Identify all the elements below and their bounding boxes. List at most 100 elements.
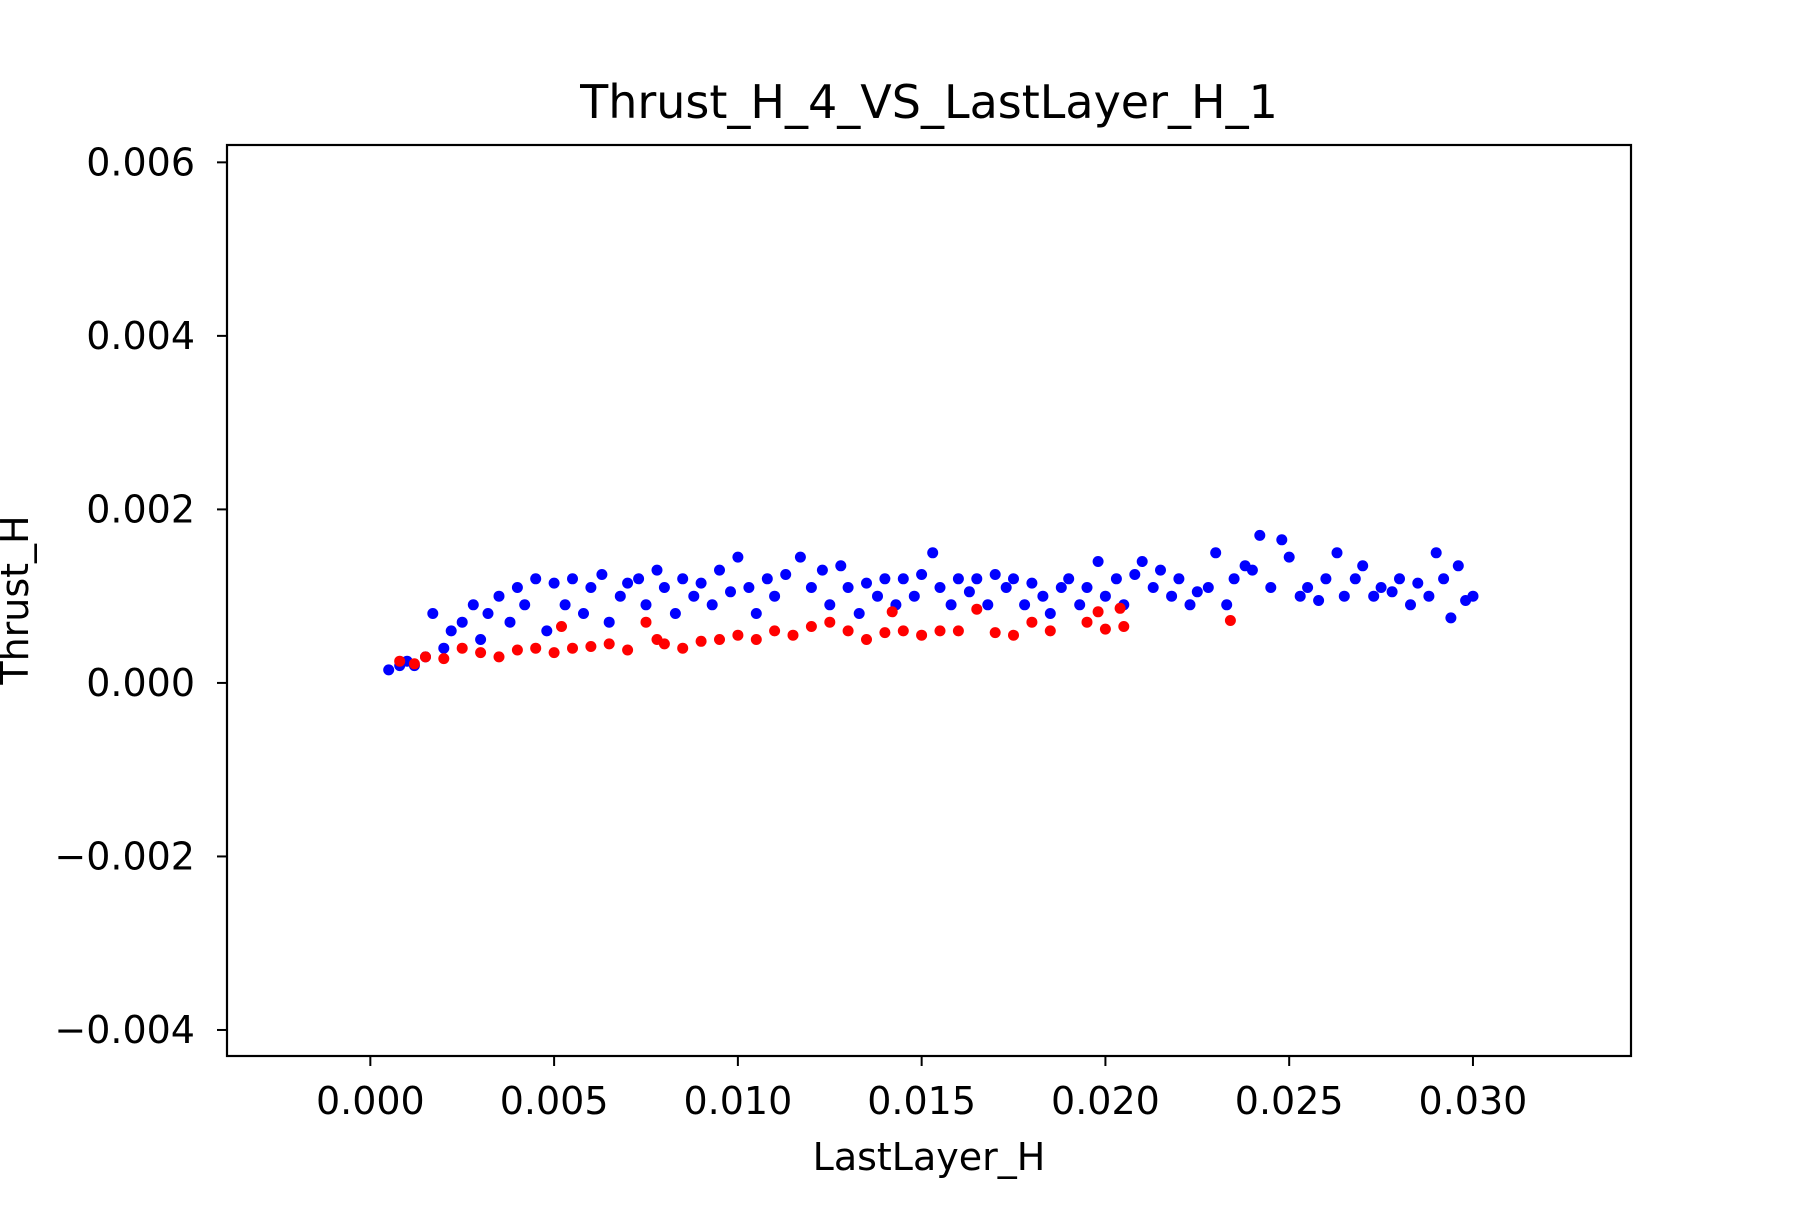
series-1-point-50 — [842, 582, 854, 593]
series-1-point-25 — [603, 616, 615, 628]
series-2-point-5 — [456, 642, 468, 654]
series-1-point-29 — [640, 599, 652, 611]
series-1-point-82 — [1136, 556, 1148, 567]
plot-frame — [225, 143, 1633, 1058]
series-2-point-36 — [971, 603, 983, 615]
series-2-point-34 — [934, 625, 946, 637]
series-1-point-34 — [688, 590, 700, 602]
x-tick-label: 0.010 — [683, 1079, 792, 1123]
series-2-point-14 — [603, 638, 615, 650]
series-1-point-46 — [805, 582, 817, 593]
series-1-point-52 — [861, 577, 872, 589]
series-1-point-19 — [548, 577, 560, 589]
y-tick-label: 0.004 — [86, 314, 195, 358]
series-1-point-23 — [585, 582, 597, 593]
series-1-point-81 — [1129, 569, 1141, 580]
series-1-point-60 — [934, 582, 946, 593]
series-2-point-46 — [1224, 615, 1236, 626]
series-1-point-115 — [1438, 573, 1450, 585]
series-2-point-21 — [714, 634, 725, 645]
series-1-point-83 — [1147, 582, 1159, 593]
series-1-point-97 — [1276, 534, 1288, 546]
series-2-point-43 — [1099, 623, 1111, 635]
series-1-point-38 — [725, 586, 736, 598]
series-2-point-23 — [750, 634, 762, 645]
series-2-point-30 — [879, 627, 891, 639]
series-1-point-44 — [780, 569, 792, 580]
series-1-point-56 — [897, 573, 909, 585]
series-1-point-36 — [706, 599, 718, 611]
series-1-point-7 — [438, 642, 450, 654]
series-1-point-53 — [872, 590, 883, 602]
series-1-point-87 — [1184, 599, 1196, 611]
series-1-point-85 — [1166, 590, 1178, 602]
series-1-point-61 — [945, 599, 957, 611]
series-1-point-94 — [1246, 564, 1258, 576]
series-1-point-51 — [853, 608, 865, 619]
series-1-point-100 — [1302, 582, 1314, 593]
series-1-point-6 — [427, 608, 439, 619]
series-2-point-39 — [1026, 616, 1038, 628]
series-1-point-90 — [1210, 547, 1222, 559]
series-1-point-28 — [633, 573, 645, 585]
series-1-point-54 — [879, 573, 891, 585]
series-1-point-33 — [677, 573, 689, 585]
series-1-point-64 — [971, 573, 983, 585]
series-1-point-78 — [1099, 590, 1111, 602]
series-1-point-48 — [824, 599, 836, 611]
series-1-point-17 — [530, 573, 542, 585]
series-1-point-111 — [1405, 599, 1416, 611]
series-2-point-24 — [769, 625, 781, 637]
series-1-point-26 — [614, 590, 626, 602]
series-1-point-112 — [1412, 577, 1424, 589]
points-layer — [383, 529, 1479, 676]
series-2-point-44 — [1114, 602, 1126, 614]
series-2-point-27 — [824, 616, 836, 628]
y-tick-label: 0.000 — [86, 661, 195, 705]
series-1-point-20 — [559, 599, 571, 611]
series-1-point-95 — [1254, 529, 1266, 541]
series-1-point-9 — [456, 616, 468, 628]
series-1-point-99 — [1294, 590, 1306, 602]
series-2-point-6 — [475, 647, 487, 659]
chart-title: Thrust_H_4_VS_LastLayer_H_1 — [579, 75, 1278, 129]
series-2-point-15 — [622, 644, 634, 656]
series-1-point-69 — [1019, 599, 1031, 611]
series-1-point-77 — [1092, 556, 1104, 567]
series-1-point-109 — [1386, 586, 1398, 598]
series-1-point-72 — [1044, 608, 1056, 619]
series-1-point-74 — [1063, 573, 1075, 585]
series-1-point-40 — [743, 582, 755, 593]
series-2-point-25 — [787, 629, 799, 641]
series-1-point-66 — [989, 569, 1001, 580]
series-1-point-49 — [835, 560, 847, 572]
series-1-point-102 — [1320, 573, 1332, 585]
series-1-point-63 — [963, 586, 975, 598]
series-1-point-15 — [511, 582, 523, 593]
series-2-point-35 — [952, 625, 964, 637]
series-1-point-89 — [1202, 582, 1214, 593]
series-1-point-32 — [669, 608, 681, 619]
y-tick-label: −0.002 — [54, 834, 195, 878]
x-axis-label: LastLayer_H — [813, 1135, 1046, 1179]
series-1-point-105 — [1349, 573, 1361, 585]
series-1-point-101 — [1313, 595, 1325, 606]
series-1-point-43 — [769, 590, 781, 602]
series-1-point-21 — [567, 573, 578, 585]
series-2-point-10 — [548, 647, 560, 659]
y-tick-label: 0.006 — [86, 140, 195, 184]
series-1-point-65 — [982, 599, 994, 611]
series-1-point-59 — [927, 547, 939, 559]
x-tick-label: 0.005 — [500, 1079, 609, 1123]
series-1-point-113 — [1423, 590, 1435, 602]
series-1-point-70 — [1026, 577, 1038, 589]
series-1-point-114 — [1430, 547, 1442, 559]
series-2-point-32 — [897, 625, 909, 637]
series-1-point-35 — [695, 577, 707, 589]
series-2-point-37 — [989, 627, 1001, 639]
series-2-point-12 — [567, 642, 578, 654]
series-2-point-31 — [886, 606, 898, 618]
series-2-point-2 — [408, 658, 420, 670]
